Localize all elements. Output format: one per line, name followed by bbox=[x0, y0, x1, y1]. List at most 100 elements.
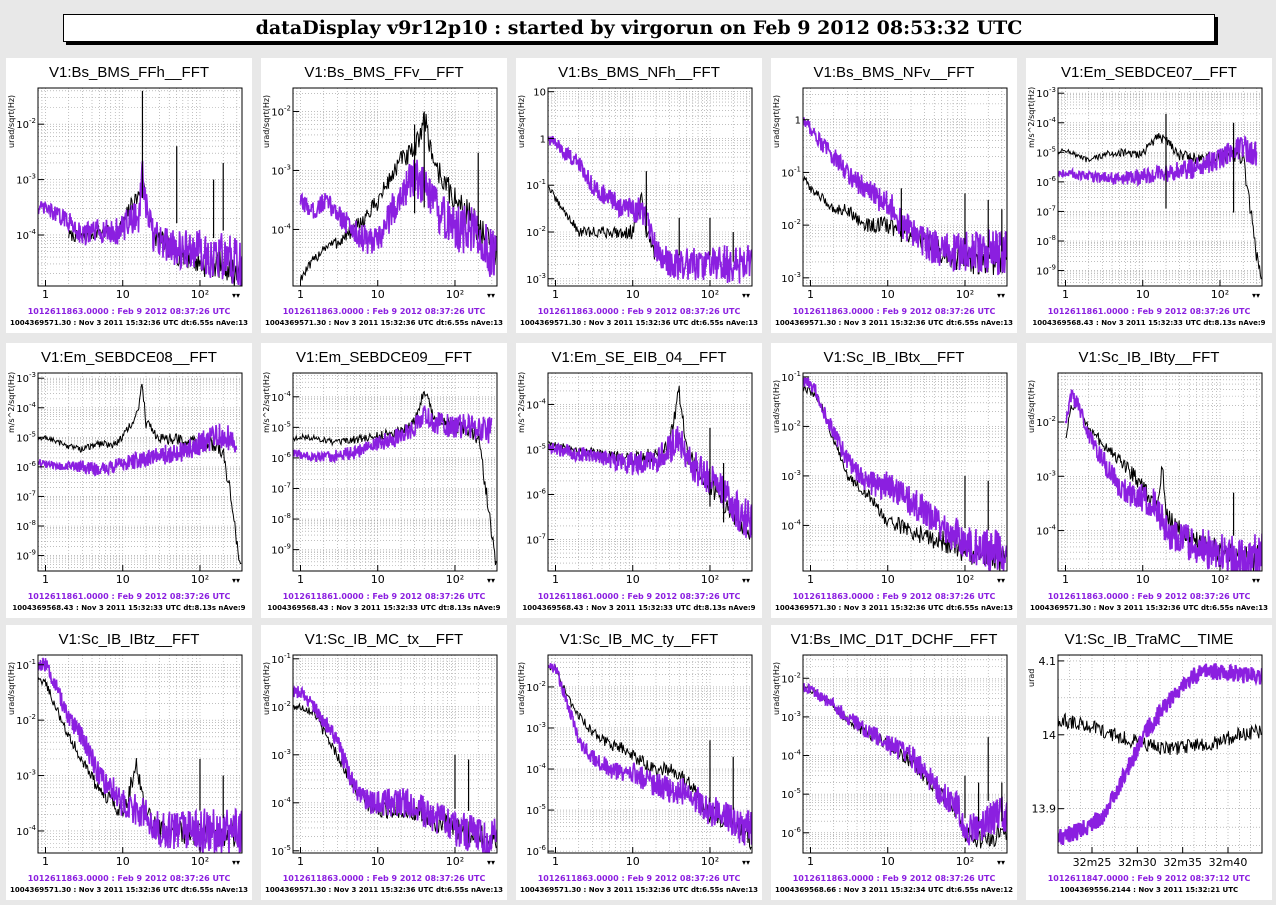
x-tick-label: 10 bbox=[626, 288, 640, 301]
chart-title: V1:Sc_IB_IBtz__FFT bbox=[58, 631, 200, 648]
x-tick-label: 1 bbox=[297, 855, 304, 868]
axis-more-icon[interactable]: ▾▾ bbox=[742, 291, 750, 300]
y-tick-label: 10-6 bbox=[16, 460, 36, 474]
chart-title: V1:Em_SEBDCE09__FFT bbox=[296, 349, 472, 366]
chart-panel: V1:Sc_IB_IBtx__FFT 1 10 10² ▾▾ 10-4 10-3 10-2 10… bbox=[771, 343, 1017, 618]
grid bbox=[38, 373, 242, 571]
chart-svg: 1 10 10² ▾▾10-410-310-210-1 bbox=[781, 370, 1008, 586]
chart-svg: 1 10 10² ▾▾10-910-810-710-610-510-410-3 bbox=[16, 371, 243, 586]
x-tick-label: 1 bbox=[1062, 573, 1069, 586]
chart-title: V1:Bs_IMC_D1T_DCHF__FFT bbox=[790, 631, 998, 648]
page-title: dataDisplay v9r12p10 : started by virgor… bbox=[63, 14, 1215, 42]
axis-more-icon[interactable]: ▾▾ bbox=[487, 858, 495, 867]
x-tick-label: 32m40 bbox=[1209, 856, 1248, 869]
chart-panel: V1:Sc_IB_MC_ty__FFT 1 10 10² ▾▾ 10-6 10-5 10-4 1… bbox=[516, 625, 762, 900]
x-tick-label: 10 bbox=[881, 573, 895, 586]
chart-title: V1:Sc_IB_MC_ty__FFT bbox=[559, 631, 719, 648]
axis-more-icon[interactable]: ▾▾ bbox=[742, 858, 750, 867]
y-axis-label: urad/sqrt(Hz) bbox=[7, 94, 16, 148]
reference-trace-caption: 1004369571.30 : Nov 3 2011 15:32:36 UTC … bbox=[520, 319, 758, 327]
y-tick-label: 10-5 bbox=[526, 803, 546, 817]
x-tick-label: 1 bbox=[807, 288, 814, 301]
series-line-current bbox=[803, 683, 1007, 846]
reference-trace-caption: 1004369568.43 : Nov 3 2011 15:32:33 UTC … bbox=[12, 604, 246, 612]
axis-more-icon[interactable]: ▾▾ bbox=[997, 291, 1005, 300]
y-axis-label: urad/sqrt(Hz) bbox=[772, 379, 781, 433]
x-tick-label: 10² bbox=[701, 288, 719, 301]
x-tick-label: 10 bbox=[116, 855, 130, 868]
y-tick-label: 10-5 bbox=[271, 844, 291, 858]
x-tick-label: 10 bbox=[116, 573, 130, 586]
plot-frame bbox=[292, 654, 498, 854]
chart-panel: V1:Bs_BMS_NFh__FFT 1 10 10² ▾▾ 10-3 10-2 10-1 1 1… bbox=[516, 58, 762, 333]
reference-trace-caption: 1004369571.30 : Nov 3 2011 15:32:36 UTC … bbox=[10, 886, 248, 894]
y-tick-label: 10-8 bbox=[271, 512, 291, 526]
axis-more-icon[interactable]: ▾▾ bbox=[232, 576, 240, 585]
reference-trace-caption: 1004369568.43 : Nov 3 2011 15:32:33 UTC … bbox=[522, 604, 756, 612]
chart-title: V1:Sc_IB_TraMC__TIME bbox=[1064, 631, 1234, 648]
chart-title: V1:Em_SE_EIB_04__FFT bbox=[551, 349, 727, 366]
chart-svg: 1 10 10² ▾▾10-610-510-410-310-2 bbox=[781, 654, 1008, 868]
chart-panel: V1:Sc_IB_IBty__FFT 1 10 10² ▾▾ 10-4 10-3 10-2 ur… bbox=[1026, 343, 1272, 618]
axis-more-icon[interactable]: ▾▾ bbox=[742, 576, 750, 585]
x-tick-label: 1 bbox=[552, 288, 559, 301]
y-tick-label: 10-9 bbox=[16, 549, 36, 563]
chart-panel: V1:Em_SEBDCE07__FFT 1 10 10² ▾▾ 10-9 10-8 10-7 1… bbox=[1026, 58, 1272, 333]
x-tick-label: 10 bbox=[626, 573, 640, 586]
x-tick-label: 32m30 bbox=[1118, 856, 1157, 869]
chart-panel: V1:Sc_IB_MC_tx__FFT 1 10 10² ▾▾ 10-5 10-4 10-3 1… bbox=[261, 625, 507, 900]
axis-more-icon[interactable]: ▾▾ bbox=[487, 576, 495, 585]
x-tick-label: 1 bbox=[807, 573, 814, 586]
current-trace-caption: 1012611863.0000 : Feb 9 2012 08:37:26 UT… bbox=[792, 307, 996, 316]
y-tick-label: 10-7 bbox=[271, 481, 291, 495]
chart-title: V1:Sc_IB_IBtx__FFT bbox=[823, 349, 965, 366]
x-tick-label: 10² bbox=[191, 288, 209, 301]
chart-title: V1:Bs_BMS_NFv__FFT bbox=[813, 64, 975, 81]
chart-panel: V1:Bs_BMS_FFv__FFT 1 10 10² ▾▾ 10-4 10-3 10-2 ur… bbox=[261, 58, 507, 333]
plot-frame bbox=[37, 87, 243, 287]
plot-frame bbox=[1057, 372, 1263, 572]
current-trace-caption: 1012611863.0000 : Feb 9 2012 08:37:26 UT… bbox=[27, 874, 231, 883]
current-trace-caption: 1012611847.0000 : Feb 9 2012 08:37:12 UT… bbox=[1047, 874, 1251, 883]
axis-more-icon[interactable]: ▾▾ bbox=[997, 576, 1005, 585]
series-line-current bbox=[1064, 389, 1262, 571]
series-line-current bbox=[1058, 663, 1262, 845]
y-tick-label: 10-6 bbox=[526, 844, 546, 858]
axis-more-icon[interactable]: ▾▾ bbox=[487, 291, 495, 300]
axis-more-icon[interactable]: ▾▾ bbox=[1252, 291, 1260, 300]
y-tick-label: 10-4 bbox=[16, 228, 36, 242]
series-line-current bbox=[38, 657, 242, 853]
y-axis-label: urad/sqrt(Hz) bbox=[772, 661, 781, 715]
chart-svg: 1 10 10² ▾▾10-410-310-2 bbox=[271, 87, 498, 301]
y-tick-label: 10-2 bbox=[16, 713, 36, 727]
grid bbox=[548, 373, 752, 571]
plot-frame bbox=[37, 654, 243, 854]
current-trace-caption: 1012611861.0000 : Feb 9 2012 08:37:26 UT… bbox=[27, 592, 231, 601]
x-tick-label: 1 bbox=[42, 288, 49, 301]
x-tick-label: 10² bbox=[446, 573, 464, 586]
y-tick-label: 10-4 bbox=[271, 222, 291, 236]
axis-more-icon[interactable]: ▾▾ bbox=[232, 858, 240, 867]
series-line-reference bbox=[38, 383, 242, 565]
plot-frame bbox=[1057, 87, 1263, 287]
x-tick-label: 10² bbox=[1211, 573, 1229, 586]
chart-title: V1:Bs_BMS_FFv__FFT bbox=[304, 64, 464, 81]
chart-title: V1:Bs_BMS_FFh__FFT bbox=[48, 64, 210, 81]
axis-more-icon[interactable]: ▾▾ bbox=[1252, 576, 1260, 585]
y-axis-label: urad bbox=[1027, 668, 1036, 687]
axis-more-icon[interactable]: ▾▾ bbox=[997, 858, 1005, 867]
plot-frame bbox=[547, 372, 753, 572]
plot-frame bbox=[292, 372, 498, 572]
grid bbox=[548, 88, 752, 286]
chart-title: V1:Bs_BMS_NFh__FFT bbox=[558, 64, 720, 81]
plot-frame bbox=[547, 654, 753, 854]
axis-more-icon[interactable]: ▾▾ bbox=[232, 291, 240, 300]
chart-panel: V1:Sc_IB_IBtz__FFT 1 10 10² ▾▾ 10-4 10-3 10-2 10… bbox=[6, 625, 252, 900]
y-tick-label: 10-4 bbox=[1036, 524, 1056, 538]
chart-panel: V1:Em_SE_EIB_04__FFT 1 10 10² ▾▾ 10-7 10-6 10-5… bbox=[516, 343, 762, 618]
y-tick-label: 10-3 bbox=[1036, 469, 1056, 483]
grid bbox=[293, 373, 497, 571]
y-axis-label: urad/sqrt(Hz) bbox=[7, 661, 16, 715]
y-tick-label: 1 bbox=[540, 134, 546, 145]
series-line-reference bbox=[68, 168, 242, 286]
